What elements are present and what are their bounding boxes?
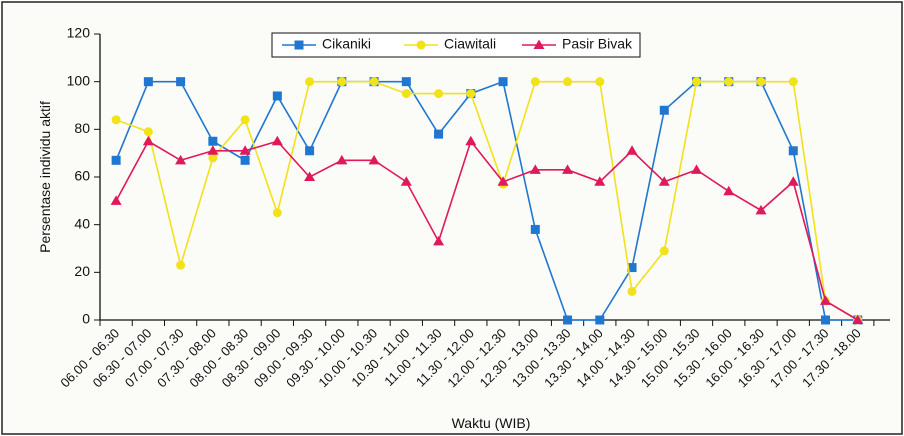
point-pasir-bivak <box>787 176 799 186</box>
point-pasir-bivak <box>142 135 154 146</box>
legend-marker-pasir-bivak <box>533 39 545 49</box>
y-tick-label: 60 <box>74 168 90 184</box>
y-tick-label: 80 <box>74 120 90 136</box>
point-ciawitali <box>724 77 734 87</box>
point-ciawitali <box>337 77 347 87</box>
point-cikaniki <box>240 155 250 165</box>
point-ciawitali <box>401 89 411 99</box>
x-axis-title: Waktu (WIB) <box>452 415 531 431</box>
point-ciawitali <box>692 77 702 87</box>
legend-marker-cikaniki <box>294 40 304 50</box>
point-ciawitali <box>563 77 573 87</box>
point-pasir-bivak <box>755 204 767 215</box>
point-pasir-bivak <box>433 235 445 246</box>
legend-box <box>271 32 641 58</box>
series-line-pasir-bivak <box>115 139 859 321</box>
legend-label-pasir-bivak: Pasir Bivak <box>562 36 633 52</box>
point-ciawitali <box>111 115 121 125</box>
point-ciawitali <box>143 127 153 137</box>
legend-label-ciawitali: Ciawitali <box>444 36 496 52</box>
legend-marker-ciawitali <box>416 40 426 50</box>
y-tick-label: 120 <box>67 25 91 41</box>
series-pasir-bivak <box>110 135 864 324</box>
point-cikaniki <box>111 155 121 165</box>
point-ciawitali <box>369 77 379 87</box>
point-pasir-bivak <box>110 195 122 205</box>
point-ciawitali <box>530 77 540 87</box>
point-ciawitali <box>627 286 637 296</box>
point-cikaniki <box>401 77 411 87</box>
point-ciawitali <box>176 260 186 270</box>
legend-label-cikaniki: Cikaniki <box>322 36 371 52</box>
series-layer <box>110 77 864 325</box>
point-ciawitali <box>595 77 605 87</box>
point-cikaniki <box>563 315 573 325</box>
point-ciawitali <box>659 246 669 256</box>
point-pasir-bivak <box>529 164 541 174</box>
point-ciawitali <box>208 153 218 163</box>
point-pasir-bivak <box>400 176 412 186</box>
point-pasir-bivak <box>658 176 670 186</box>
point-pasir-bivak <box>497 176 509 186</box>
point-pasir-bivak <box>594 176 606 186</box>
point-pasir-bivak <box>691 164 703 174</box>
point-pasir-bivak <box>562 164 574 174</box>
point-cikaniki <box>305 146 315 156</box>
point-pasir-bivak <box>304 171 316 181</box>
point-cikaniki <box>595 315 605 325</box>
point-ciawitali <box>788 77 798 87</box>
series-line-ciawitali <box>115 80 859 321</box>
point-ciawitali <box>434 89 444 99</box>
point-pasir-bivak <box>207 145 219 155</box>
point-ciawitali <box>756 77 766 87</box>
point-pasir-bivak <box>175 154 187 165</box>
point-cikaniki <box>659 105 669 115</box>
point-cikaniki <box>176 77 186 87</box>
point-cikaniki <box>434 129 444 139</box>
y-tick-label: 100 <box>67 72 91 88</box>
point-pasir-bivak <box>852 314 864 324</box>
point-pasir-bivak <box>465 135 477 146</box>
point-pasir-bivak <box>336 154 348 165</box>
point-cikaniki <box>143 77 153 87</box>
legend: Cikaniki Ciawitali Pasir Bivak <box>271 32 641 58</box>
point-cikaniki <box>530 224 540 234</box>
point-ciawitali <box>305 77 315 87</box>
y-tick-label: 40 <box>74 215 90 231</box>
point-cikaniki <box>272 91 282 101</box>
point-cikaniki <box>498 77 508 87</box>
point-cikaniki <box>627 263 637 273</box>
point-pasir-bivak <box>239 145 251 155</box>
point-pasir-bivak <box>368 154 380 165</box>
y-axis-title: Persentase individu aktif <box>37 101 53 253</box>
point-cikaniki <box>208 136 218 146</box>
y-tick-label: 20 <box>74 263 90 279</box>
point-pasir-bivak <box>723 185 735 196</box>
point-cikaniki <box>788 146 798 156</box>
series-ciawitali <box>111 77 863 325</box>
point-ciawitali <box>240 115 250 125</box>
point-pasir-bivak <box>820 295 832 305</box>
point-cikaniki <box>821 315 831 325</box>
point-ciawitali <box>272 208 282 218</box>
point-pasir-bivak <box>271 135 283 146</box>
y-ticks: 0 20 40 60 80 100 120 <box>67 25 100 327</box>
point-ciawitali <box>466 89 476 99</box>
y-tick-label: 0 <box>82 311 90 327</box>
point-pasir-bivak <box>626 145 638 155</box>
